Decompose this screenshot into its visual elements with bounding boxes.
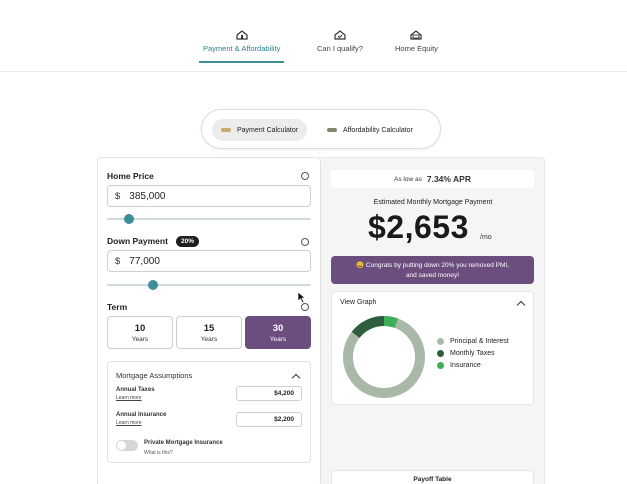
down-payment-slider[interactable] [107, 280, 311, 290]
house-money-icon [410, 30, 423, 40]
term-unit: Years [269, 336, 287, 343]
apr-banner: As low as 7.34% APR [331, 170, 534, 188]
legend-swatch [437, 350, 444, 357]
term-unit: Years [200, 336, 218, 343]
active-tab-indicator [199, 61, 285, 63]
tab-label: Can I qualify? [317, 44, 363, 53]
congrats-banner: 😀 Congrats by putting down 20% you remov… [331, 256, 534, 284]
down-payment-percent-badge: 20% [176, 236, 200, 247]
payment-breakdown-donut [343, 315, 425, 398]
tab-label: Payment & Affordability [203, 44, 281, 53]
affordability-calculator-label: Affordability Calculator [343, 126, 413, 134]
currency-symbol: $ [115, 255, 121, 267]
pmi-toggle[interactable] [116, 440, 138, 451]
mouse-cursor-icon [297, 291, 306, 304]
tab-can-i-qualify[interactable]: Can I qualify? [317, 30, 363, 53]
term-number: 15 [203, 323, 215, 334]
home-price-input[interactable]: $ 385,000 [107, 185, 311, 207]
down-payment-value: 77,000 [129, 255, 160, 267]
payment-calculator-label: Payment Calculator [237, 126, 299, 134]
term-15-years-button[interactable]: 15 Years [176, 316, 242, 349]
home-price-value: 385,000 [129, 190, 166, 202]
estimate-label: Estimated Monthly Mortgage Payment [373, 199, 493, 206]
calculator-icon [327, 128, 337, 132]
mortgage-assumptions-title: Mortgage Assumptions [116, 371, 193, 380]
tab-payment-affordability[interactable]: Payment & Affordability [199, 30, 285, 63]
down-payment-input[interactable]: $ 77,000 [107, 250, 311, 272]
chevron-up-icon[interactable] [516, 300, 526, 310]
affordability-calculator-button[interactable]: Affordability Calculator [318, 119, 422, 141]
pmi-label: Private Mortgage Insurance [144, 440, 223, 446]
toggle-knob [117, 441, 126, 450]
legend-insurance: Insurance [437, 362, 481, 369]
apr-value: 7.34% APR [426, 174, 471, 184]
congrats-text-line-2: and saved money! [405, 272, 460, 279]
house-check-icon [334, 30, 346, 40]
results-panel: As low as 7.34% APR Estimated Monthly Mo… [321, 157, 545, 484]
calculator-icon [221, 128, 231, 132]
calculator-inputs-panel: Home Price $ 385,000 Down Payment 20% $ … [97, 157, 321, 484]
chevron-up-icon[interactable] [291, 373, 301, 383]
annual-insurance-input[interactable]: $2,200 [236, 412, 302, 427]
term-unit: Years [131, 336, 149, 343]
down-payment-slider-handle[interactable] [147, 280, 158, 290]
annual-taxes-input[interactable]: $4,200 [236, 386, 302, 401]
payment-calculator-button[interactable]: Payment Calculator [212, 119, 308, 141]
annual-insurance-learn-more-link[interactable]: Learn more [116, 420, 142, 426]
top-navigation: Payment & Affordability Can I qualify? H… [0, 0, 627, 72]
legend-label: Monthly Taxes [450, 350, 495, 357]
currency-symbol: $ [115, 190, 121, 202]
pmi-what-is-this-link[interactable]: What is this? [144, 450, 173, 456]
tab-label: Home Equity [395, 44, 438, 53]
apr-prefix: As low as [394, 175, 422, 183]
mortgage-assumptions-card: Mortgage Assumptions Annual Taxes Learn … [107, 361, 311, 463]
info-icon[interactable] [301, 172, 309, 180]
legend-label: Principal & Interest [450, 338, 509, 345]
term-number: 30 [272, 323, 284, 334]
annual-taxes-learn-more-link[interactable]: Learn more [116, 395, 142, 401]
per-month-suffix: /mo [480, 234, 492, 241]
home-price-slider-handle[interactable] [124, 214, 135, 224]
tab-home-equity[interactable]: Home Equity [395, 30, 438, 53]
home-price-slider[interactable] [107, 214, 311, 224]
graph-card: View Graph Principal & Interest Monthly … [331, 291, 534, 405]
term-number: 10 [134, 323, 146, 334]
view-graph-title[interactable]: View Graph [340, 299, 377, 306]
calculator-toggle: Payment Calculator Affordability Calcula… [201, 109, 441, 149]
info-icon[interactable] [301, 303, 309, 311]
info-icon[interactable] [301, 238, 309, 246]
house-dollar-icon [236, 30, 248, 40]
legend-label: Insurance [450, 362, 481, 369]
donut-insurance [383, 316, 399, 328]
legend-principal-interest: Principal & Interest [437, 338, 509, 345]
annual-insurance-label: Annual Insurance [116, 412, 167, 418]
term-30-years-button[interactable]: 30 Years [245, 316, 311, 349]
down-payment-label: Down Payment [107, 236, 168, 246]
monthly-payment-amount: $2,653 [368, 209, 469, 245]
term-label: Term [107, 302, 128, 312]
payoff-table-header[interactable]: Payoff Table [331, 470, 534, 484]
legend-swatch [437, 362, 444, 369]
term-10-years-button[interactable]: 10 Years [107, 316, 173, 349]
congrats-text-line-1: 😀 Congrats by putting down 20% you remov… [356, 262, 509, 269]
legend-swatch [437, 338, 444, 345]
home-price-label: Home Price [107, 171, 154, 181]
legend-monthly-taxes: Monthly Taxes [437, 350, 495, 357]
donut-monthly-taxes [351, 315, 385, 339]
annual-taxes-label: Annual Taxes [116, 387, 155, 393]
